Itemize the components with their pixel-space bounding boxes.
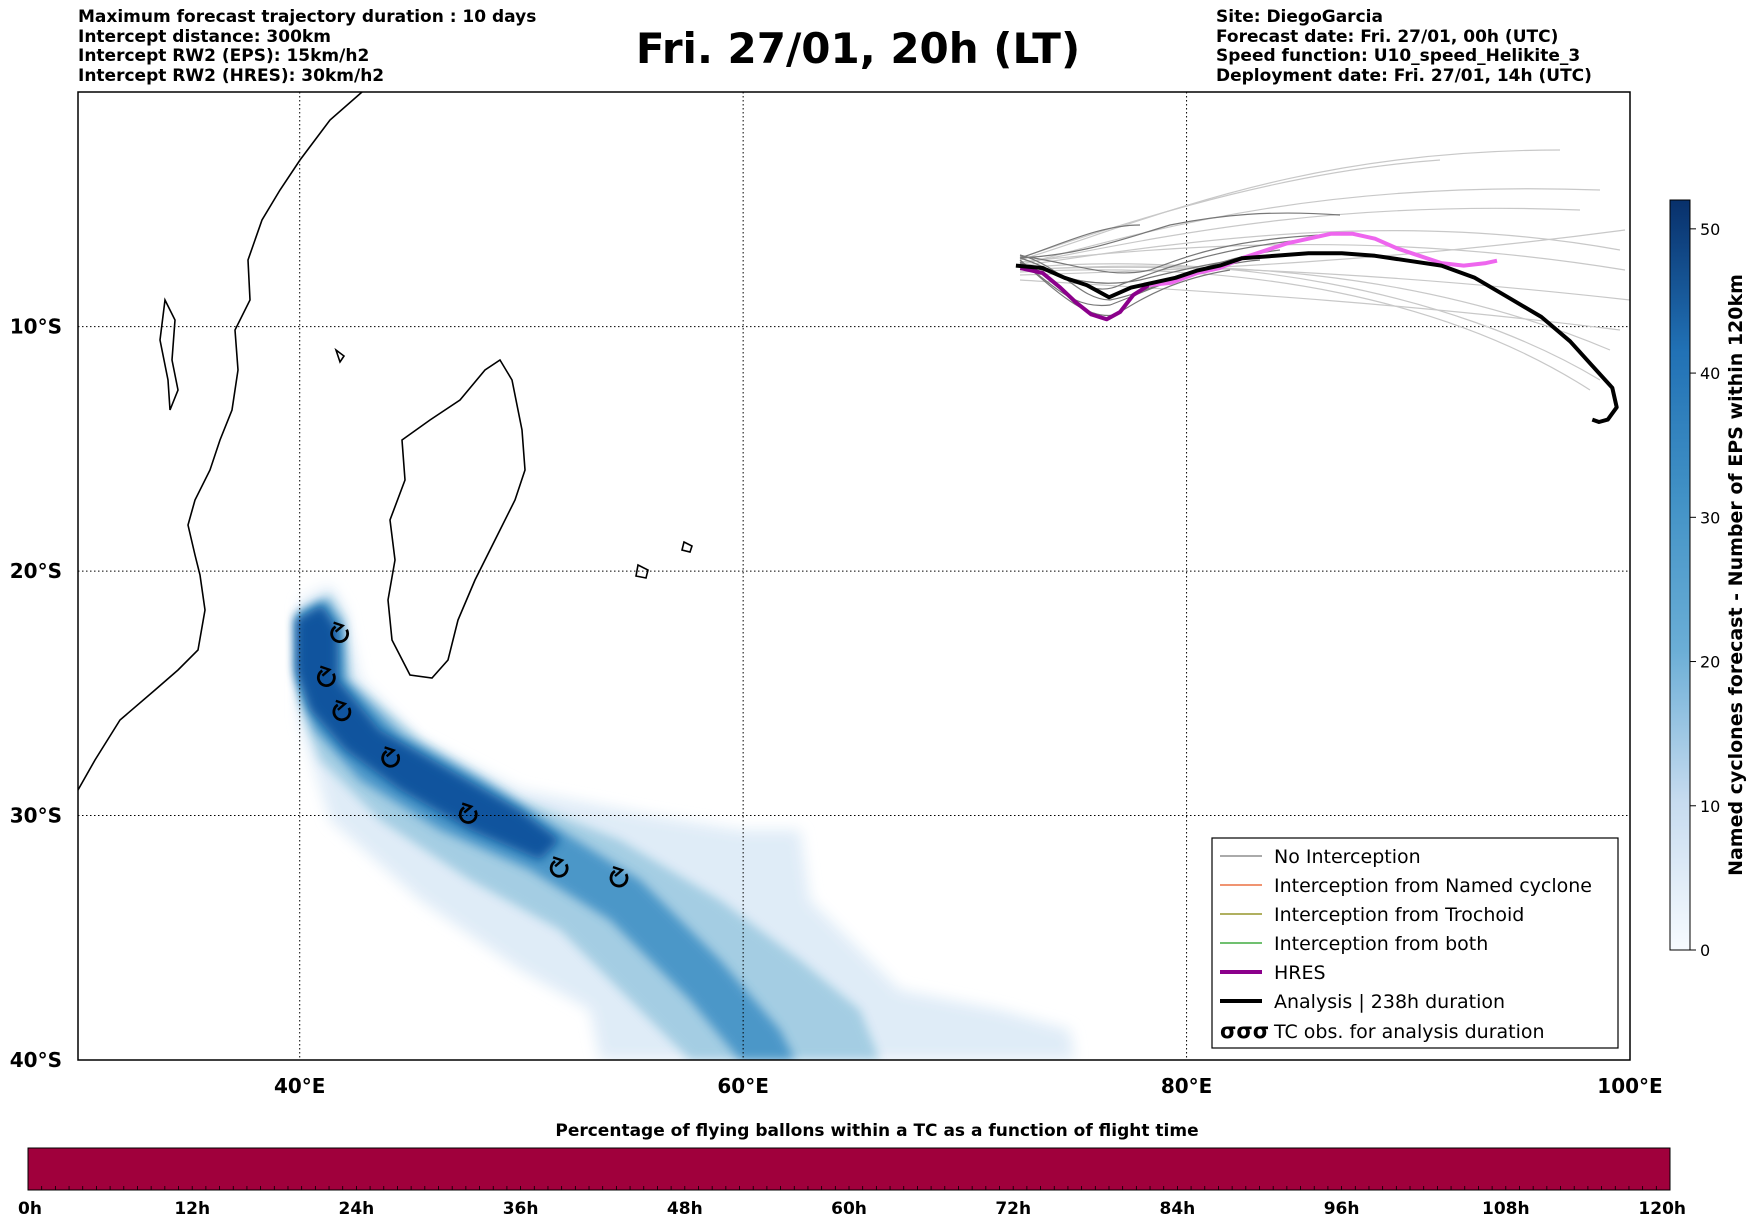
info-line-forecast-date: Forecast date: Fri. 27/01, 00h (UTC) [1216, 26, 1559, 47]
longitude-tick-label: 80°E [1161, 1074, 1213, 1098]
tc-obs-icon [458, 802, 478, 824]
flight-bar-tick-label: 72h [995, 1199, 1031, 1219]
flight-bar-tick-label: 60h [831, 1199, 867, 1219]
longitude-tick-label: 100°E [1597, 1074, 1662, 1098]
legend-label: Interception from both [1274, 933, 1488, 955]
longitude-tick-label: 60°E [717, 1074, 769, 1098]
legend-item-named-cyclone: Interception from Named cyclone [1220, 875, 1592, 897]
cyclone-density-field [295, 585, 1075, 1060]
flight-bar-tick-label: 36h [503, 1199, 539, 1219]
flight-bar-tick-label: 48h [667, 1199, 703, 1219]
map-plot-area [78, 92, 1630, 1060]
legend-item-tc-obs: σσσ TC obs. for analysis duration [1220, 1019, 1545, 1043]
flight-bar-ticks: 0h 12h 24h 36h 48h 60h 72h 84h 96h 108h 120h [18, 1186, 1686, 1219]
flight-bar-tick-label: 24h [339, 1199, 375, 1219]
tc-obs-icon [330, 621, 350, 643]
legend-label: No Interception [1274, 846, 1421, 868]
analysis-track [1015, 251, 1619, 424]
ensemble-tracks [1019, 149, 1630, 391]
colorbar-label: Named cyclones forecast - Number of EPS … [1725, 274, 1747, 876]
hres-track [1019, 231, 1498, 322]
longitude-labels: 40°E 60°E 80°E 100°E [274, 1074, 1663, 1098]
legend-label: TC obs. for analysis duration [1273, 1021, 1545, 1043]
tc-obs-icon [381, 746, 401, 768]
colorbar-ticks: 0 10 20 30 40 50 [1690, 220, 1720, 960]
hres-track-line-late [1148, 231, 1498, 288]
legend-label: Interception from Trochoid [1274, 904, 1524, 926]
latitude-labels: 10°S 20°S 30°S 40°S [10, 315, 62, 1072]
legend-item-trochoid: Interception from Trochoid [1220, 904, 1524, 926]
colorbar-tick-label: 10 [1700, 797, 1720, 816]
colorbar-gradient [1669, 199, 1691, 951]
reunion-coastline [681, 540, 693, 553]
density-colorbar: 0 10 20 30 40 50 Named cyclones forecast - Nu… [1669, 199, 1747, 960]
africa-coastline [78, 92, 363, 791]
tc-obs-icon [609, 865, 629, 888]
colorbar-tick-label: 30 [1700, 508, 1720, 527]
latitude-tick-label: 30°S [10, 804, 62, 828]
longitude-tick-label: 40°E [274, 1074, 326, 1098]
info-line-hres: Intercept RW2 (HRES): 30km/h2 [78, 65, 385, 86]
page-title: Fri. 27/01, 20h (LT) [635, 24, 1081, 73]
tc-obs-icon [317, 665, 336, 687]
latitude-tick-label: 20°S [10, 559, 62, 583]
hres-track-line [1019, 266, 1150, 322]
island-west-coastline [159, 297, 179, 411]
legend-item-hres: HRES [1220, 962, 1326, 984]
forecast-info-right: Site: DiegoGarcia Forecast date: Fri. 27… [1216, 7, 1592, 86]
graticule [78, 92, 1630, 1060]
colorbar-tick-label: 20 [1700, 653, 1720, 672]
tc-obs-icon [332, 699, 352, 722]
flight-time-bar: 0h 12h 24h 36h 48h 60h 72h 84h 96h 108h 120h [18, 1147, 1686, 1219]
legend-box [1211, 837, 1619, 1049]
flight-bar-tick-label: 96h [1324, 1199, 1360, 1219]
forecast-info-left: Maximum forecast trajectory duration : 1… [78, 7, 537, 86]
info-line-distance: Intercept distance: 300km [78, 26, 331, 47]
info-line-duration: Maximum forecast trajectory duration : 1… [78, 7, 537, 27]
flight-bar-title: Percentage of flying ballons within a TC… [555, 1121, 1199, 1141]
legend-item-analysis: Analysis | 238h duration [1220, 991, 1505, 1013]
comoros-coastline [334, 347, 346, 364]
legend-label: Analysis | 238h duration [1274, 991, 1505, 1013]
flight-bar-tick-label: 0h [18, 1199, 42, 1219]
legend-item-both: Interception from both [1220, 933, 1488, 955]
legend: No Interception Interception from Named … [1211, 837, 1619, 1049]
analysis-track-line [1015, 251, 1619, 424]
flight-bar-tick-label: 108h [1482, 1199, 1530, 1219]
colorbar-tick-label: 50 [1700, 220, 1720, 239]
mauritius-coastline [635, 563, 649, 579]
flight-bar-tick-label: 120h [1638, 1199, 1686, 1219]
madagascar-coastline [387, 358, 526, 679]
tc-symbol-icon: σσσ [1220, 1019, 1269, 1043]
colorbar-tick-label: 40 [1700, 364, 1720, 383]
legend-label: HRES [1274, 962, 1326, 984]
info-line-site: Site: DiegoGarcia [1216, 7, 1383, 27]
info-line-speed-function: Speed function: U10_speed_Helikite_3 [1216, 46, 1581, 66]
coastlines [78, 92, 693, 791]
legend-item-no-interception: No Interception [1220, 846, 1421, 868]
info-line-eps: Intercept RW2 (EPS): 15km/h2 [78, 46, 370, 66]
tc-obs-icon [549, 856, 569, 878]
flight-bar-tick-label: 12h [174, 1199, 210, 1219]
latitude-tick-label: 40°S [10, 1048, 62, 1072]
legend-label: Interception from Named cyclone [1274, 875, 1592, 897]
map-frame [77, 91, 1631, 1061]
tc-observations [317, 621, 629, 888]
no-interception-tracks [1019, 212, 1341, 317]
flight-bar-tick-label: 84h [1160, 1199, 1196, 1219]
colorbar-tick-label: 0 [1700, 941, 1710, 960]
latitude-tick-label: 10°S [10, 315, 62, 339]
flight-bar-fill [27, 1147, 1671, 1191]
info-line-deployment-date: Deployment date: Fri. 27/01, 14h (UTC) [1216, 65, 1592, 86]
